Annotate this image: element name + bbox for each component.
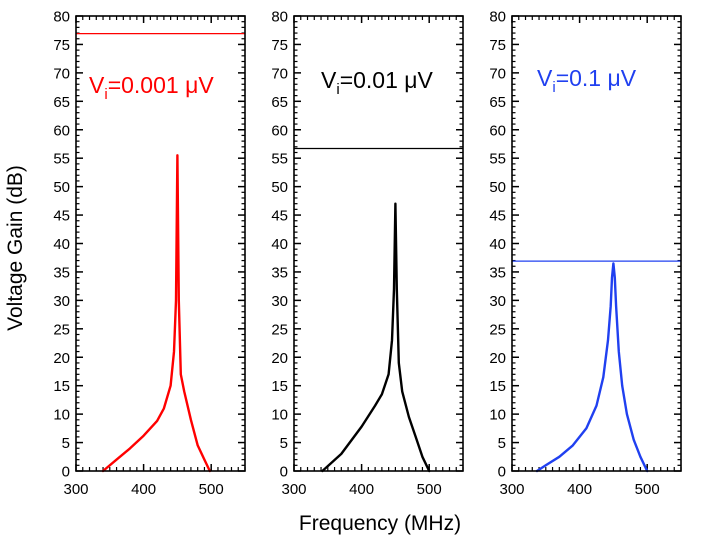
y-tick-label: 60 — [271, 122, 288, 139]
y-tick-label: 15 — [271, 378, 288, 395]
y-tick-label: 55 — [489, 151, 506, 168]
x-tick-label: 400 — [349, 481, 374, 498]
series-line — [321, 202, 431, 473]
y-tick-label: 5 — [280, 435, 288, 452]
y-tick-label: 0 — [280, 464, 288, 481]
y-tick-label: 35 — [53, 264, 70, 281]
annotation-value: =0.01 μV — [340, 67, 434, 93]
panel-2: 300 400 500 0 5 10 15 20 25 30 35 40 45 50 55 60 65 70 75 8… — [271, 9, 464, 498]
y-axis-title: Voltage Gain (dB) — [4, 165, 27, 331]
panel-1: 300 400 500 0 5 10 15 20 25 30 35 40 45 50 55 60 65 70 75 8… — [53, 9, 246, 498]
y-tick-label: 75 — [271, 37, 288, 54]
y-tick-label: 65 — [53, 94, 70, 111]
y-tick-label: 25 — [53, 321, 70, 338]
y-tick-label: 60 — [53, 122, 70, 139]
x-tick-label: 400 — [567, 481, 592, 498]
annotation-value: =0.001 μV — [108, 72, 215, 98]
y-tick-label: 75 — [53, 37, 70, 54]
panel-3: 300 400 500 0 5 10 15 20 25 30 35 40 45 50 55 60 65 70 75 8… — [489, 9, 682, 498]
x-axis-title: Frequency (MHz) — [299, 512, 461, 535]
y-tick-label: 30 — [53, 293, 70, 310]
y-tick-label: 55 — [53, 151, 70, 168]
y-tick-label: 20 — [53, 350, 70, 367]
y-tick-label: 30 — [489, 293, 506, 310]
x-tick-label: 500 — [199, 481, 224, 498]
annotation-main: V — [537, 65, 553, 91]
y-tick-label: 40 — [271, 236, 288, 253]
y-tick-label: 15 — [53, 378, 70, 395]
voltage-annotation: Vi=0.1 μV — [537, 65, 637, 96]
series-line — [101, 154, 212, 473]
y-tick-label: 45 — [271, 208, 288, 225]
y-tick-label: 10 — [53, 407, 70, 424]
y-tick-label: 80 — [271, 9, 288, 26]
y-tick-label: 35 — [489, 264, 506, 281]
y-tick-label: 55 — [271, 151, 288, 168]
y-tick-label: 45 — [489, 208, 506, 225]
x-tick-label: 300 — [281, 481, 306, 498]
series-line — [535, 262, 649, 473]
y-tick-label: 5 — [498, 435, 506, 452]
y-tick-label: 25 — [271, 321, 288, 338]
voltage-annotation: Vi=0.01 μV — [321, 67, 434, 98]
y-tick-label: 10 — [489, 407, 506, 424]
annotation-main: V — [89, 72, 105, 98]
y-tick-label: 75 — [489, 37, 506, 54]
y-tick-label: 80 — [53, 9, 70, 26]
voltage-annotation: Vi=0.001 μV — [89, 72, 214, 103]
annotation-subscript: i — [104, 86, 107, 103]
annotation-subscript: i — [336, 81, 339, 98]
y-tick-label: 25 — [489, 321, 506, 338]
x-tick-label: 500 — [417, 481, 442, 498]
y-tick-label: 60 — [489, 122, 506, 139]
y-tick-label: 50 — [489, 179, 506, 196]
y-tick-label: 70 — [271, 65, 288, 82]
y-tick-label: 15 — [489, 378, 506, 395]
x-tick-label: 500 — [635, 481, 660, 498]
annotation-main: V — [321, 67, 337, 93]
y-tick-label: 65 — [489, 94, 506, 111]
y-tick-label: 20 — [271, 350, 288, 367]
y-tick-label: 50 — [53, 179, 70, 196]
plot-frame — [511, 15, 682, 472]
plot-frame — [293, 15, 464, 472]
y-tick-label: 20 — [489, 350, 506, 367]
y-tick-label: 0 — [498, 464, 506, 481]
y-tick-label: 30 — [271, 293, 288, 310]
y-tick-label: 45 — [53, 208, 70, 225]
y-tick-label: 40 — [53, 236, 70, 253]
y-tick-label: 35 — [271, 264, 288, 281]
y-tick-label: 5 — [62, 435, 70, 452]
x-tick-label: 300 — [499, 481, 524, 498]
y-tick-label: 0 — [62, 464, 70, 481]
y-tick-label: 40 — [489, 236, 506, 253]
x-tick-label: 300 — [63, 481, 88, 498]
y-tick-label: 70 — [53, 65, 70, 82]
plot-frame — [75, 15, 246, 472]
y-tick-label: 80 — [489, 9, 506, 26]
x-tick-label: 400 — [131, 481, 156, 498]
annotation-subscript: i — [552, 79, 555, 96]
y-tick-label: 50 — [271, 179, 288, 196]
annotation-value: =0.1 μV — [556, 65, 637, 91]
y-tick-label: 70 — [489, 65, 506, 82]
y-tick-label: 65 — [271, 94, 288, 111]
y-tick-label: 10 — [271, 407, 288, 424]
